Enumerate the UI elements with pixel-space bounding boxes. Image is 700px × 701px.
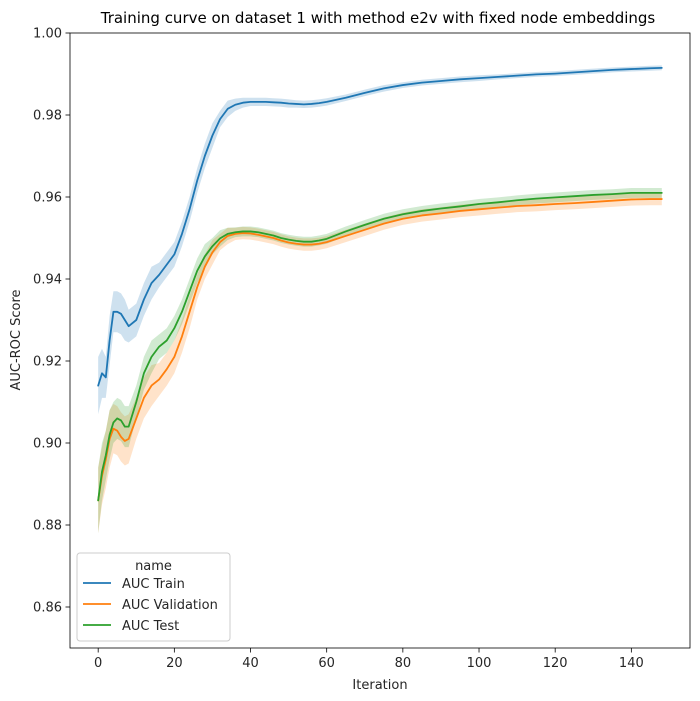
series-line-auc-test xyxy=(97,191,663,502)
y-axis: 0.86 0.88 0.90 0.92 0.94 0.96 0.98 1.00 xyxy=(33,27,70,616)
x-axis: 0 20 40 60 80 100 120 140 xyxy=(94,648,644,671)
y-tick-label: 0.90 xyxy=(33,437,62,452)
x-tick-label: 100 xyxy=(467,656,492,671)
x-axis-label: Iteration xyxy=(352,678,407,693)
x-tick-label: 20 xyxy=(166,656,183,671)
legend-box xyxy=(76,552,231,642)
legend-label: AUC Train xyxy=(122,577,185,592)
x-tick-label: 80 xyxy=(395,656,412,671)
legend: name AUC Train AUC Validation AUC Test xyxy=(76,552,231,642)
y-tick-label: 1.00 xyxy=(33,27,62,42)
y-tick-label: 0.88 xyxy=(33,519,62,534)
series-lines xyxy=(97,66,663,502)
y-axis-label: AUC-ROC Score xyxy=(9,289,24,390)
x-tick-label: 40 xyxy=(242,656,259,671)
chart-title: Training curve on dataset 1 with method … xyxy=(100,9,656,27)
x-tick-label: 0 xyxy=(94,656,102,671)
legend-label: AUC Validation xyxy=(122,598,218,613)
legend-label: AUC Test xyxy=(122,619,179,634)
plot-frame xyxy=(69,32,691,649)
legend-title: name xyxy=(135,559,172,574)
y-tick-label: 0.98 xyxy=(33,109,62,124)
y-tick-label: 0.92 xyxy=(33,355,62,370)
series-line-auc-train xyxy=(97,66,663,387)
y-tick-label: 0.94 xyxy=(33,273,62,288)
x-tick-label: 60 xyxy=(318,656,335,671)
y-tick-label: 0.86 xyxy=(33,601,62,616)
y-tick-label: 0.96 xyxy=(33,191,62,206)
x-tick-label: 140 xyxy=(619,656,644,671)
series-line-auc-validation xyxy=(97,198,663,502)
x-tick-label: 120 xyxy=(543,656,568,671)
